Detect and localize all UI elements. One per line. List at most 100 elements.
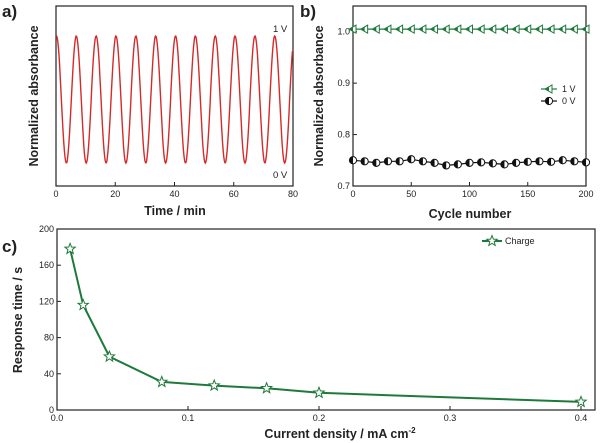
data-point-1v	[569, 24, 578, 35]
panel-a-label: a)	[2, 2, 17, 21]
data-point-0v	[395, 157, 404, 166]
data-point-0v	[581, 158, 591, 167]
data-point-1v	[382, 24, 392, 35]
panel-c-y-tick-label: 40	[44, 369, 54, 379]
panel-b-x-tick-label: 150	[520, 189, 535, 199]
panel-a-x-tick-label: 0	[53, 189, 58, 199]
legend-0v-marker	[544, 96, 554, 106]
panel-b-x-tick-label: 100	[462, 189, 477, 199]
data-point-1v	[534, 24, 543, 35]
legend-charge-marker	[485, 234, 499, 247]
panel-c-label: c)	[2, 237, 17, 256]
panel-b-y-label: Normalized absorbance	[312, 25, 326, 166]
panel-c-x-tick-label: 0.1	[182, 413, 195, 423]
legend-1v-label: 1 V	[562, 84, 576, 94]
data-point-0v	[348, 156, 358, 165]
panel-c-y-tick-label: 0	[49, 405, 54, 415]
data-point-charge	[155, 374, 169, 388]
data-point-0v	[407, 155, 416, 164]
data-point-charge	[312, 385, 326, 399]
panel-b-x-label: Cycle number	[429, 207, 512, 221]
panel-c-x-tick-label: 0.3	[444, 413, 457, 423]
data-point-1v	[359, 24, 369, 35]
panel-a-x-ticks: 0 20 40 60 80	[53, 182, 298, 199]
legend-0v-symbol	[544, 96, 554, 106]
panel-a-x-tick-label: 60	[229, 189, 239, 199]
panel-b-y-ticks: 0.7 0.8 0.9 1.0	[337, 27, 357, 191]
legend-0v-label: 0 V	[562, 96, 576, 106]
panel-b-y-tick-label: 0.8	[337, 130, 350, 140]
panel-c-y-tick-label: 120	[39, 296, 54, 306]
data-point-1v	[452, 24, 462, 35]
data-point-0v	[535, 157, 544, 166]
panel-c-markers	[63, 242, 588, 408]
panel-a-x-label: Time / min	[144, 204, 206, 218]
panel-c-frame	[56, 228, 596, 411]
panel-c-x-tick-label: 0.2	[313, 413, 326, 423]
panel-c-charge-line	[69, 248, 582, 403]
data-point-1v	[441, 24, 450, 35]
panel-c-y-label: Response time / s	[11, 267, 25, 373]
panel-a-annotation-1v: 1 V	[273, 24, 288, 35]
data-point-1v	[464, 24, 473, 35]
data-point-0v	[453, 160, 462, 169]
data-point-1v	[487, 24, 497, 35]
panel-c-legend: Charge	[482, 234, 535, 247]
panel-b-legend: 1 V 0 V	[541, 84, 576, 106]
data-point-charge	[63, 242, 77, 255]
panel-b: b) 0 50 100 150 200 0.7 0.8 0.9 1.0 1 V 0 V Cyc…	[300, 2, 594, 221]
panel-c: c) 0.0 0.1 0.2 0.3 0.4 0 40 80 120 160 200 Charge…	[2, 224, 596, 441]
legend-charge-label: Charge	[505, 236, 535, 246]
data-point-1v	[371, 24, 380, 35]
panel-c-x-tick-label: 0.0	[51, 413, 64, 423]
panel-a-absorbance-line	[55, 34, 294, 165]
panel-a-x-tick-label: 20	[110, 189, 120, 199]
panel-b-label: b)	[300, 2, 316, 21]
data-point-1v	[546, 24, 555, 35]
data-point-0v	[500, 160, 509, 169]
data-point-0v	[546, 157, 556, 166]
data-point-1v	[417, 24, 427, 35]
panel-b-x-tick-label: 200	[578, 189, 593, 199]
data-point-0v	[488, 159, 497, 168]
data-point-1v	[499, 24, 508, 35]
data-point-1v	[476, 24, 485, 35]
data-point-0v	[360, 157, 369, 166]
panel-c-y-tick-label: 80	[44, 333, 54, 343]
panel-b-x-ticks: 0 50 100 150 200	[350, 182, 594, 199]
data-point-charge	[260, 381, 274, 394]
data-point-0v	[372, 158, 381, 167]
data-point-0v	[512, 158, 521, 167]
panel-a-x-tick-label: 80	[288, 189, 298, 199]
panel-c-y-ticks: 0 40 80 120 160 200	[39, 224, 61, 415]
data-point-1v	[522, 24, 532, 35]
panel-b-x-tick-label: 0	[350, 189, 355, 199]
panel-a: a) 0 20 40 60 80 1 V 0 V Time / min Normaliz…	[2, 2, 298, 218]
data-point-0v	[570, 157, 579, 166]
panel-c-x-ticks: 0.0 0.1 0.2 0.3 0.4	[51, 406, 588, 423]
data-point-1v	[406, 24, 415, 35]
panel-c-y-tick-label: 200	[39, 224, 54, 234]
data-point-0v	[442, 161, 451, 170]
data-point-charge	[574, 395, 588, 408]
panel-a-annotation-0v: 0 V	[273, 170, 288, 181]
data-point-1v	[557, 24, 567, 35]
panel-c-x-tick-label: 0.4	[575, 413, 588, 423]
data-point-1v	[394, 24, 404, 35]
data-point-1v	[580, 24, 590, 35]
panel-b-y-tick-label: 1.0	[337, 27, 350, 37]
data-point-0v	[558, 156, 567, 165]
data-point-0v	[418, 157, 427, 166]
panel-b-x-tick-label: 50	[406, 189, 416, 199]
legend-charge-star	[485, 234, 499, 247]
legend-1v-marker	[543, 84, 553, 94]
data-point-0v	[383, 157, 393, 166]
data-point-0v	[430, 158, 439, 167]
data-point-1v	[511, 24, 520, 35]
panel-b-y-tick-label: 0.7	[337, 181, 350, 191]
panel-b-y-tick-label: 0.9	[337, 78, 350, 88]
data-point-0v	[465, 158, 474, 167]
data-point-0v	[477, 158, 486, 167]
panel-a-y-label: Normalized absorbance	[27, 25, 41, 166]
